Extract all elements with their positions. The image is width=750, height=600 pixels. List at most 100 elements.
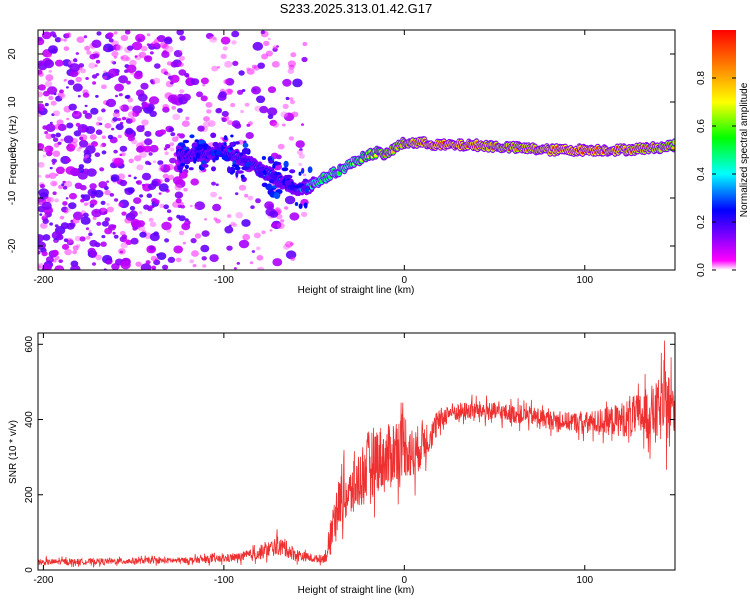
heatmap-cell: [260, 30, 266, 35]
heatmap-cell: [128, 105, 134, 110]
heatmap-cell: [175, 161, 179, 165]
heatmap-cell: [63, 135, 74, 144]
heatmap-cell: [290, 52, 297, 58]
heatmap-cell: [75, 122, 81, 127]
heatmap-cell: [87, 117, 91, 120]
heatmap-cell: [298, 153, 305, 159]
heatmap-cell: [274, 181, 282, 188]
heatmap-cell: [298, 203, 303, 209]
heatmap-cell: [210, 191, 218, 198]
heatmap-cell: [204, 218, 208, 221]
heatmap-cell: [195, 152, 201, 159]
heatmap-cell: [78, 63, 85, 68]
heatmap-cell: [212, 157, 216, 163]
heatmap-cell: [107, 134, 114, 140]
heatmap-cell: [164, 177, 170, 183]
heatmap-cell: [337, 171, 341, 175]
heatmap-cell: [63, 238, 69, 242]
heatmap-cell: [149, 144, 159, 153]
heatmap-cell: [170, 61, 179, 68]
heatmap-cell: [237, 89, 244, 95]
heatmap-cell: [242, 233, 251, 241]
heatmap-cell: [256, 266, 265, 270]
heatmap-cell: [45, 123, 56, 132]
heatmap-cell: [137, 93, 148, 102]
heatmap-cell: [282, 78, 292, 87]
heatmap-cell: [135, 261, 142, 267]
heatmap-cell: [85, 235, 91, 240]
heatmap-cell: [162, 104, 169, 110]
heatmap-cell: [285, 174, 293, 179]
heatmap-cell: [158, 192, 162, 195]
heatmap-cell: [64, 248, 72, 256]
heatmap-cell: [99, 144, 104, 148]
heatmap-cell: [118, 248, 126, 255]
heatmap-cell: [263, 40, 270, 47]
heatmap-cell: [140, 45, 148, 52]
heatmap-cell: [104, 189, 111, 196]
heatmap-cell: [246, 123, 251, 127]
heatmap-cell: [211, 181, 216, 186]
heatmap-cell: [54, 37, 62, 43]
heatmap-cell: [38, 174, 42, 178]
heatmap-cell: [133, 71, 143, 80]
heatmap-cell: [103, 70, 107, 74]
heatmap-cell: [169, 74, 180, 83]
heatmap-cell: [256, 246, 261, 251]
heatmap-cell: [43, 90, 50, 97]
heatmap-cell: [128, 158, 134, 164]
heatmap-cell: [139, 194, 144, 198]
heatmap-cell: [166, 209, 172, 214]
heatmap-cell: [189, 134, 195, 139]
heatmap-cell: [82, 212, 89, 218]
heatmap-cell: [148, 96, 160, 105]
heatmap-cell: [261, 156, 266, 160]
heatmap-cell: [68, 103, 77, 111]
heatmap-cell: [93, 53, 100, 59]
heatmap-cell: [143, 55, 153, 63]
heatmap-cell: [82, 92, 90, 98]
heatmap-cell: [103, 48, 107, 51]
heatmap-cell: [62, 201, 68, 206]
heatmap-cell: [101, 108, 106, 113]
heatmap-cell: [188, 167, 194, 171]
heatmap-cell: [52, 137, 59, 142]
heatmap-cell: [115, 94, 118, 98]
heatmap-cell: [215, 183, 219, 186]
heatmap-cell: [156, 130, 162, 135]
heatmap-cell: [114, 198, 119, 202]
heatmap-cell: [230, 102, 236, 108]
heatmap-cell: [69, 63, 80, 72]
snr-background: [38, 333, 675, 570]
heatmap-cell: [141, 172, 152, 181]
heatmap-cell: [267, 107, 278, 116]
heatmap-cell: [140, 82, 149, 90]
heatmap-cell: [242, 142, 249, 148]
heatmap-cell: [75, 52, 80, 55]
heatmap-cell: [184, 164, 189, 169]
heatmap-cell: [91, 74, 98, 79]
heatmap-cell: [115, 44, 123, 51]
heatmap-cell: [175, 135, 180, 139]
heatmap-cell: [133, 176, 137, 180]
heatmap-cell: [66, 117, 70, 121]
heatmap-cell: [209, 36, 218, 43]
heatmap-cell: [65, 86, 69, 89]
heatmap-cell: [281, 123, 286, 127]
heatmap-cell: [138, 51, 147, 59]
y-tick-label: 600: [24, 336, 35, 353]
heatmap-cell: [106, 180, 109, 183]
heatmap-cell: [149, 221, 157, 227]
y-tick-label: 10: [7, 96, 18, 108]
x-tick-label: -100: [214, 575, 234, 586]
heatmap-cell: [94, 143, 98, 147]
heatmap-cell: [118, 75, 128, 84]
heatmap-cell: [53, 239, 58, 244]
heatmap-cell: [49, 222, 53, 226]
heatmap-cell: [269, 210, 279, 218]
heatmap-cell: [265, 50, 273, 57]
heatmap-cell: [303, 202, 308, 209]
heatmap-cell: [151, 265, 157, 270]
heatmap-cell: [51, 158, 57, 164]
heatmap-cell: [197, 125, 205, 132]
